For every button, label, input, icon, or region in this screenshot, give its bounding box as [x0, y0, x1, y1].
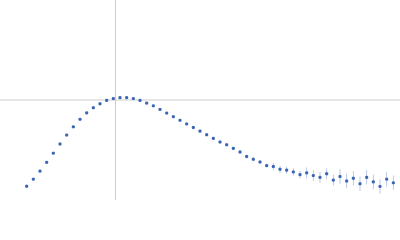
point — [225, 143, 229, 147]
point — [85, 111, 89, 115]
point — [251, 157, 255, 161]
point — [178, 118, 182, 122]
point — [58, 142, 62, 146]
point — [325, 172, 329, 176]
point — [211, 136, 215, 141]
point — [105, 98, 109, 102]
point — [131, 96, 135, 101]
page: (() => { const data = JSON.parse(documen… — [0, 0, 400, 200]
point — [185, 122, 189, 126]
point — [345, 179, 349, 183]
point — [385, 177, 389, 181]
point — [278, 167, 282, 171]
point — [145, 101, 149, 105]
point — [271, 164, 275, 169]
point — [45, 160, 49, 164]
point — [305, 171, 309, 175]
point — [311, 173, 315, 178]
point — [38, 169, 42, 173]
point — [171, 115, 175, 119]
point — [205, 133, 209, 137]
point — [298, 173, 302, 177]
point — [25, 184, 29, 188]
point — [258, 160, 262, 164]
point — [371, 180, 375, 184]
point — [378, 184, 382, 189]
point — [98, 102, 102, 106]
point — [165, 111, 169, 115]
point — [78, 117, 82, 121]
point — [245, 154, 249, 159]
chart — [0, 0, 400, 200]
point — [358, 182, 362, 186]
point — [391, 181, 395, 185]
point — [71, 125, 75, 129]
point — [158, 107, 162, 112]
point — [198, 129, 202, 133]
point — [365, 175, 369, 179]
point — [31, 177, 35, 181]
point — [331, 178, 335, 182]
point — [65, 133, 69, 137]
point — [91, 106, 95, 110]
point — [151, 104, 155, 108]
point — [291, 170, 295, 174]
point — [238, 150, 242, 154]
point — [118, 96, 122, 100]
point — [265, 163, 269, 168]
point — [111, 96, 115, 101]
point — [338, 174, 342, 179]
point — [318, 175, 322, 179]
point — [125, 96, 129, 100]
point — [138, 98, 142, 102]
point — [51, 151, 55, 155]
point — [285, 168, 289, 172]
point — [191, 125, 195, 130]
point — [231, 146, 235, 150]
point — [351, 176, 355, 180]
point — [218, 140, 222, 144]
